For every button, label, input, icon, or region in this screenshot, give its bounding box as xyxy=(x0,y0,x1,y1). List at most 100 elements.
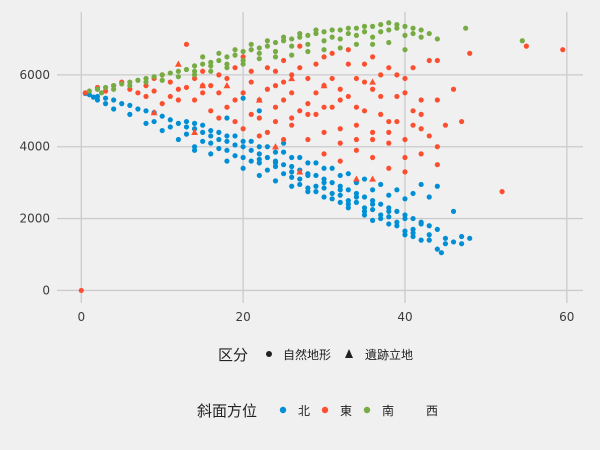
data-point xyxy=(442,122,449,128)
data-point xyxy=(305,160,311,166)
y-tick-label: 0 xyxy=(42,283,50,297)
data-point xyxy=(272,68,279,74)
data-point xyxy=(345,25,351,31)
data-point xyxy=(426,223,432,229)
data-point xyxy=(329,34,335,40)
data-point xyxy=(345,30,351,37)
data-point xyxy=(361,79,368,85)
data-point xyxy=(289,183,295,189)
data-point xyxy=(313,27,319,33)
data-point xyxy=(402,196,408,202)
data-point xyxy=(98,90,105,96)
data-point xyxy=(127,111,133,117)
data-point xyxy=(386,140,392,146)
data-point xyxy=(353,122,360,128)
data-point xyxy=(216,145,222,152)
data-point xyxy=(280,162,287,168)
data-point xyxy=(151,74,157,80)
data-point xyxy=(256,151,262,157)
data-point xyxy=(353,190,360,197)
data-point xyxy=(208,108,214,114)
data-point xyxy=(329,75,335,82)
x-tick-label: 40 xyxy=(397,310,412,324)
data-point xyxy=(523,43,529,49)
data-point xyxy=(289,36,295,42)
data-point xyxy=(297,154,303,161)
data-point xyxy=(329,196,335,202)
data-point xyxy=(297,30,303,37)
data-point xyxy=(321,185,327,191)
data-point xyxy=(135,77,141,83)
data-point xyxy=(434,57,440,64)
data-point xyxy=(467,50,473,56)
data-point xyxy=(353,25,360,31)
data-point xyxy=(386,118,392,125)
data-point xyxy=(200,68,206,74)
data-point xyxy=(232,142,238,148)
data-point xyxy=(450,239,457,245)
color-legend-title: 斜面方位 xyxy=(197,402,257,420)
data-point xyxy=(272,178,279,184)
color-legend-label-north: 北 xyxy=(298,404,310,418)
data-point xyxy=(248,68,254,74)
site-point xyxy=(369,78,376,85)
data-point xyxy=(418,27,424,33)
data-point xyxy=(232,133,238,139)
data-point xyxy=(337,183,343,189)
data-point xyxy=(313,160,319,166)
y-tick-label: 4000 xyxy=(19,140,50,154)
data-point xyxy=(216,50,222,56)
color-legend-label-west: 西 xyxy=(426,404,438,418)
data-point xyxy=(321,104,327,110)
data-point xyxy=(434,144,440,150)
data-point xyxy=(370,136,376,143)
data-point xyxy=(232,65,238,71)
data-point xyxy=(434,246,440,252)
data-point xyxy=(191,72,198,78)
data-point xyxy=(394,223,400,229)
data-point xyxy=(256,45,262,51)
data-point xyxy=(289,90,295,96)
data-point xyxy=(519,38,525,44)
data-point xyxy=(321,47,327,53)
data-point xyxy=(345,198,351,204)
data-point xyxy=(394,187,400,193)
data-point xyxy=(191,144,198,150)
data-point xyxy=(224,54,230,60)
data-point xyxy=(175,68,181,74)
data-point xyxy=(159,113,165,119)
data-point xyxy=(313,183,319,189)
data-point xyxy=(370,217,376,223)
data-point xyxy=(297,34,303,40)
data-point xyxy=(402,75,408,82)
data-point xyxy=(240,54,246,60)
data-point xyxy=(216,90,222,96)
data-point xyxy=(410,233,416,240)
data-point xyxy=(127,83,133,89)
data-point xyxy=(289,43,295,49)
data-point xyxy=(232,52,238,58)
data-point xyxy=(426,237,432,243)
data-point xyxy=(280,97,287,103)
x-tick-label: 20 xyxy=(235,310,250,324)
data-point xyxy=(418,97,424,103)
data-point xyxy=(337,97,343,103)
data-point xyxy=(200,138,206,144)
data-point xyxy=(378,181,384,188)
data-point xyxy=(370,154,376,161)
data-point xyxy=(394,219,400,225)
data-point xyxy=(143,79,149,85)
data-point xyxy=(232,97,238,103)
data-point xyxy=(329,104,335,110)
data-point xyxy=(240,138,246,144)
data-point xyxy=(90,94,97,100)
y-tick-label: 6000 xyxy=(19,68,50,82)
data-point xyxy=(321,165,327,171)
data-point xyxy=(143,93,149,100)
data-point xyxy=(256,108,262,114)
color-legend-label-east: 東 xyxy=(340,404,352,418)
data-point xyxy=(378,93,384,100)
data-point xyxy=(337,36,343,42)
data-point xyxy=(102,101,109,107)
data-point xyxy=(280,171,287,177)
